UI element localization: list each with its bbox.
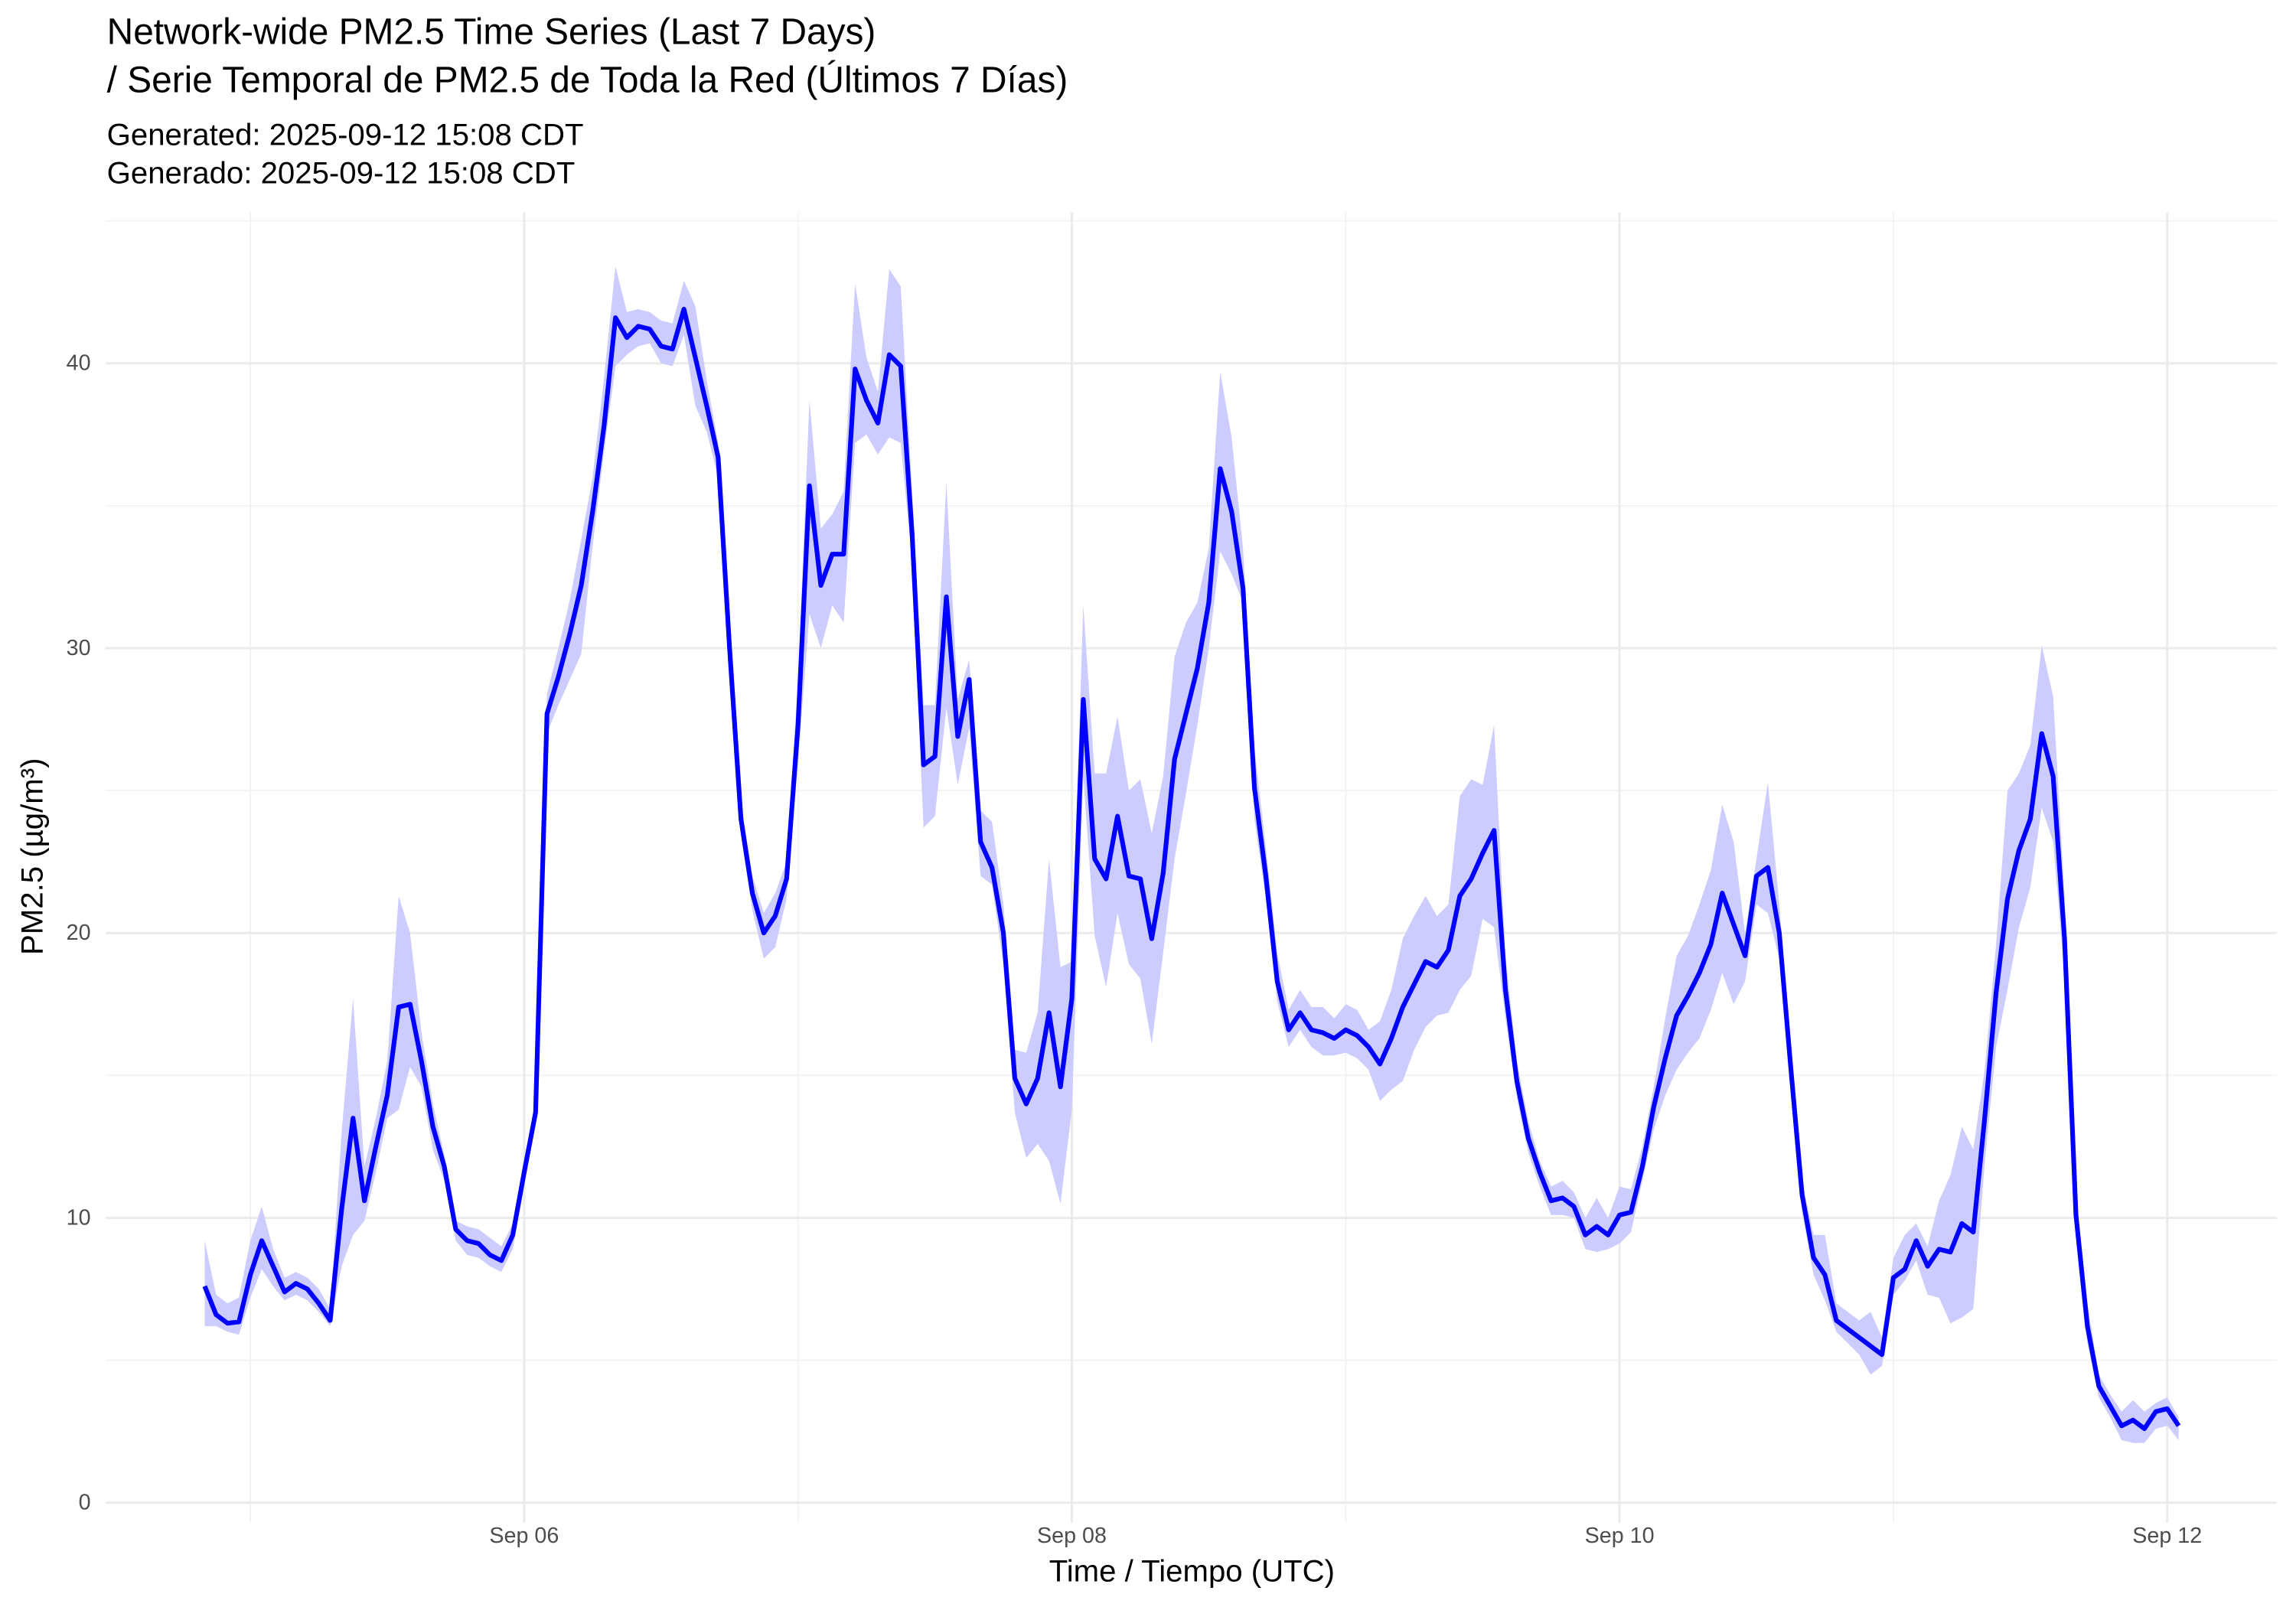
chart-subtitle: Generated: 2025-09-12 15:08 CDT — [107, 118, 584, 152]
chart-subtitle: Generado: 2025-09-12 15:08 CDT — [107, 155, 576, 190]
y-tick-label: 0 — [79, 1491, 91, 1515]
y-tick-label: 10 — [67, 1205, 91, 1230]
x-tick-label: Sep 06 — [489, 1524, 559, 1548]
x-tick-label: Sep 08 — [1037, 1524, 1107, 1548]
x-tick-label: Sep 12 — [2132, 1524, 2202, 1548]
x-tick-label: Sep 10 — [1585, 1524, 1655, 1548]
ribbon — [204, 266, 2179, 1443]
line — [202, 306, 2181, 1432]
y-tick-label: 30 — [67, 636, 91, 660]
y-axis-title: PM2.5 (µg/m³) — [15, 758, 50, 955]
chart-title: Network-wide PM2.5 Time Series (Last 7 D… — [107, 12, 876, 53]
y-tick-label: 20 — [67, 921, 91, 945]
x-axis-title: Time / Tiempo (UTC) — [1049, 1553, 1335, 1588]
chart-title: / Serie Temporal de PM2.5 de Toda la Red… — [107, 60, 1068, 101]
y-tick-label: 40 — [67, 351, 91, 376]
